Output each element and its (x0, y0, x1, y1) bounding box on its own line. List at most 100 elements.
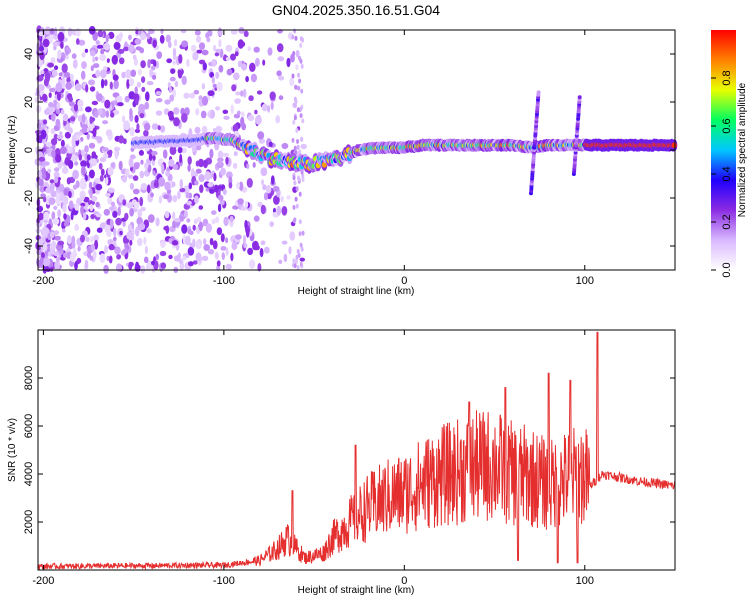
noise-cell (96, 93, 103, 102)
noise-cell (82, 212, 87, 221)
noise-cell (134, 264, 141, 272)
noise-cell (259, 247, 264, 258)
noise-cell (41, 226, 47, 237)
noise-cell (229, 215, 234, 223)
noise-cell (244, 219, 248, 230)
noise-cell (160, 28, 164, 34)
noise-cell (168, 86, 172, 93)
noise-cell (48, 87, 56, 93)
noise-cell (52, 33, 59, 40)
noise-cell (151, 150, 158, 156)
noise-cell (195, 168, 202, 174)
noise-cell (191, 44, 197, 52)
noise-cell (96, 136, 103, 144)
noise-cell (53, 205, 58, 210)
noise-cell (295, 203, 299, 209)
snr-frame (37, 329, 676, 571)
noise-cell (276, 43, 284, 53)
noise-cell (192, 260, 198, 265)
noise-cell (38, 45, 45, 52)
noise-cell (48, 197, 56, 205)
noise-cell (64, 131, 71, 139)
burst-cell (536, 90, 541, 95)
noise-cell (296, 107, 300, 113)
noise-cell (126, 231, 133, 240)
ridge-cell (671, 142, 677, 149)
noise-cell (121, 71, 126, 79)
noise-cell (99, 174, 104, 182)
noise-cell (144, 162, 149, 170)
noise-cell (100, 78, 105, 89)
noise-cell (140, 206, 146, 212)
noise-cell (212, 240, 218, 250)
noise-cell (72, 59, 78, 69)
spectrogram-x-ticks: -200 -100 0 100 (32, 30, 594, 287)
noise-cell (104, 245, 108, 254)
noise-cell (296, 144, 300, 150)
noise-cell (230, 29, 238, 35)
noise-cell (137, 237, 143, 247)
noise-cell (195, 252, 202, 262)
noise-cell (115, 217, 122, 226)
noise-cell (286, 195, 291, 200)
x-tick-label: 100 (576, 275, 594, 287)
noise-cell (209, 71, 215, 78)
noise-cell (118, 160, 123, 171)
noise-cell (54, 260, 60, 270)
noise-cell (276, 205, 282, 216)
noise-cell (134, 98, 139, 106)
noise-cell (113, 41, 121, 51)
noise-cell (201, 125, 208, 134)
noise-cell (215, 216, 220, 224)
noise-cell (151, 123, 159, 130)
noise-cell (243, 30, 249, 37)
colorbar: 0.0 0.2 0.4 0.6 0.8 Normalized spectral ampl… (711, 30, 748, 278)
noise-cell (241, 122, 247, 131)
noise-cell (294, 259, 298, 264)
noise-cell (134, 38, 142, 45)
noise-cell (90, 235, 94, 243)
noise-cell (225, 44, 233, 52)
noise-cell (146, 184, 151, 194)
noise-cell (292, 50, 296, 56)
noise-cell (188, 192, 193, 199)
noise-cell (118, 137, 125, 143)
noise-cell (254, 244, 260, 251)
noise-cell (170, 68, 176, 74)
noise-cell (88, 169, 95, 179)
noise-cell (201, 95, 209, 106)
noise-cell (50, 240, 57, 250)
noise-cell (85, 106, 92, 113)
noise-cell (128, 44, 135, 53)
noise-cell (41, 172, 47, 180)
noise-cell (106, 255, 110, 261)
noise-cell (51, 113, 56, 122)
noise-cell (107, 135, 113, 141)
noise-cell (63, 252, 67, 259)
noise-cell (79, 182, 83, 188)
noise-cell (207, 249, 215, 255)
noise-cell (90, 214, 96, 220)
noise-cell (56, 134, 64, 140)
noise-cell (68, 96, 73, 103)
noise-cell (213, 128, 217, 133)
noise-cell (88, 142, 96, 149)
noise-cell (74, 223, 79, 231)
noise-cell (137, 68, 142, 76)
noise-cell (144, 101, 150, 110)
noise-cell (207, 182, 214, 188)
noise-cell (41, 147, 46, 153)
noise-cell (88, 181, 93, 189)
noise-cell (107, 166, 114, 176)
noise-cell (99, 69, 107, 79)
noise-cell (128, 77, 135, 87)
noise-cell (292, 258, 296, 264)
noise-cell (47, 168, 52, 174)
noise-cell (267, 105, 271, 113)
noise-cell (179, 187, 186, 193)
noise-cell (301, 230, 305, 236)
noise-cell (177, 69, 183, 79)
noise-cell (129, 108, 133, 118)
noise-cell (129, 182, 134, 190)
spectrogram-x-label: Height of straight line (km) (298, 286, 415, 297)
